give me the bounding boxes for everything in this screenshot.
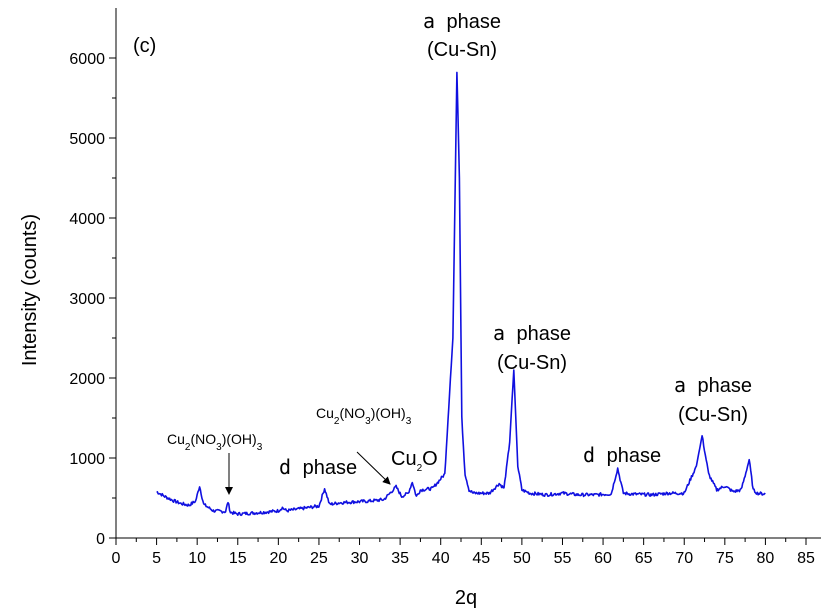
y-tick-label: 0 bbox=[96, 531, 105, 548]
svg-text:d phase: d phase bbox=[583, 443, 661, 467]
alpha-phase-formula: (Cu-Sn) bbox=[427, 39, 497, 61]
x-ticks bbox=[115, 538, 807, 545]
svg-text:Cu2O: Cu2O bbox=[391, 448, 438, 474]
panel-label: (c) bbox=[133, 35, 156, 57]
y-ticks bbox=[109, 57, 116, 539]
delta-phase-text: phase bbox=[303, 457, 358, 479]
x-tick-label: 45 bbox=[472, 550, 490, 567]
x-tick-labels: 0 5 10 15 20 25 30 35 40 45 50 55 60 65 70 75 80 85 bbox=[112, 550, 815, 567]
x-tick-label: 10 bbox=[188, 550, 206, 567]
alpha-symbol: a bbox=[674, 373, 686, 397]
y-tick-label: 3000 bbox=[69, 291, 105, 308]
annotation-nitrate-1: Cu2(NO3)(OH)3 bbox=[167, 431, 263, 495]
annotation-cu2o: Cu2O bbox=[391, 448, 438, 474]
alpha-phase-text: phase bbox=[447, 11, 502, 33]
annotation-alpha-1: a phase (Cu-Sn) bbox=[423, 9, 501, 61]
svg-text:a phase: a phase bbox=[674, 373, 752, 397]
y-tick-label: 5000 bbox=[69, 131, 105, 148]
x-tick-label: 50 bbox=[513, 550, 531, 567]
x-tick-label: 35 bbox=[391, 550, 409, 567]
delta-symbol: d bbox=[583, 443, 595, 467]
y-tick-label: 4000 bbox=[69, 211, 105, 228]
annotation-alpha-3: a phase (Cu-Sn) bbox=[674, 373, 752, 426]
delta-symbol: d bbox=[279, 455, 291, 479]
x-tick-label: 25 bbox=[310, 550, 328, 567]
x-tick-label: 80 bbox=[757, 550, 775, 567]
x-tick-label: 65 bbox=[635, 550, 653, 567]
delta-phase-text: phase bbox=[607, 445, 662, 467]
annotation-delta-2: d phase bbox=[583, 443, 661, 467]
x-tick-label: 85 bbox=[797, 550, 815, 567]
x-tick-label: 30 bbox=[351, 550, 369, 567]
nitrate-2-arrow bbox=[356, 451, 391, 485]
svg-text:a phase: a phase bbox=[493, 321, 571, 345]
x-tick-label: 75 bbox=[716, 550, 734, 567]
alpha-symbol: a bbox=[493, 321, 505, 345]
alpha-symbol: a bbox=[423, 9, 435, 33]
x-tick-label: 70 bbox=[675, 550, 693, 567]
x-axis-title: 2q bbox=[455, 587, 477, 609]
x-tick-label: 60 bbox=[594, 550, 612, 567]
x-tick-label: 55 bbox=[554, 550, 572, 567]
svg-text:Cu2(NO3)(OH)3: Cu2(NO3)(OH)3 bbox=[316, 405, 412, 427]
alpha-phase-text: phase bbox=[698, 375, 753, 397]
alpha-phase-formula: (Cu-Sn) bbox=[497, 352, 567, 374]
x-tick-label: 5 bbox=[152, 550, 161, 567]
alpha-phase-text: phase bbox=[517, 323, 572, 345]
alpha-phase-formula: (Cu-Sn) bbox=[678, 404, 748, 426]
annotation-nitrate-2: Cu2(NO3)(OH)3 bbox=[316, 405, 412, 485]
y-tick-label: 2000 bbox=[69, 371, 105, 388]
annotation-delta-1: d phase bbox=[279, 455, 357, 479]
series-line bbox=[156, 71, 766, 517]
y-tick-label: 6000 bbox=[69, 51, 105, 68]
svg-text:Cu2(NO3)(OH)3: Cu2(NO3)(OH)3 bbox=[167, 431, 263, 453]
svg-text:a phase: a phase bbox=[423, 9, 501, 33]
x-tick-label: 15 bbox=[229, 550, 247, 567]
y-axis-title: Intensity (counts) bbox=[19, 214, 41, 366]
y-tick-label: 1000 bbox=[69, 451, 105, 468]
annotation-alpha-2: a phase (Cu-Sn) bbox=[493, 321, 571, 374]
x-tick-label: 0 bbox=[112, 550, 121, 567]
y-tick-labels: 0 1000 2000 3000 4000 5000 6000 bbox=[69, 51, 105, 548]
x-tick-label: 20 bbox=[269, 550, 287, 567]
svg-text:d phase: d phase bbox=[279, 455, 357, 479]
x-tick-label: 40 bbox=[432, 550, 450, 567]
